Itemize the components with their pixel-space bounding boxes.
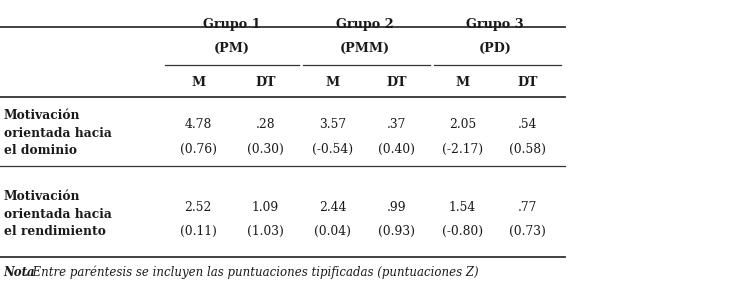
Text: (0.58): (0.58)	[509, 143, 546, 156]
Text: 1.54: 1.54	[449, 201, 476, 214]
Text: (0.40): (0.40)	[378, 143, 415, 156]
Text: (0.73): (0.73)	[509, 225, 546, 238]
Text: DT: DT	[517, 76, 538, 89]
Text: 2.44: 2.44	[319, 201, 346, 214]
Text: Grupo 2: Grupo 2	[336, 18, 394, 31]
Text: .37: .37	[387, 118, 406, 131]
Text: Motivación
orientada hacia
el dominio: Motivación orientada hacia el dominio	[4, 109, 111, 158]
Text: M: M	[326, 76, 340, 89]
Text: (-0.80): (-0.80)	[442, 225, 482, 238]
Text: 2.52: 2.52	[185, 201, 212, 214]
Text: 3.57: 3.57	[319, 118, 346, 131]
Text: 2.05: 2.05	[449, 118, 476, 131]
Text: (1.03): (1.03)	[247, 225, 284, 238]
Text: Motivación
orientada hacia
el rendimiento: Motivación orientada hacia el rendimient…	[4, 190, 111, 239]
Text: (PM): (PM)	[214, 42, 250, 55]
Text: (-0.54): (-0.54)	[313, 143, 353, 156]
Text: 4.78: 4.78	[185, 118, 212, 131]
Text: (PD): (PD)	[479, 42, 512, 55]
Text: .99: .99	[387, 201, 406, 214]
Text: .54: .54	[518, 118, 537, 131]
Text: .28: .28	[256, 118, 275, 131]
Text: .77: .77	[518, 201, 537, 214]
Text: Grupo 3: Grupo 3	[466, 18, 524, 31]
Text: DT: DT	[386, 76, 407, 89]
Text: (-2.17): (-2.17)	[442, 143, 482, 156]
Text: (0.11): (0.11)	[180, 225, 217, 238]
Text: (0.04): (0.04)	[314, 225, 352, 238]
Text: (0.30): (0.30)	[247, 143, 284, 156]
Text: M: M	[191, 76, 205, 89]
Text: . Entre paréntesis se incluyen las puntuaciones tipificadas (puntuaciones Z): . Entre paréntesis se incluyen las puntu…	[25, 265, 478, 279]
Text: M: M	[456, 76, 469, 89]
Text: DT: DT	[255, 76, 276, 89]
Text: Grupo 1: Grupo 1	[203, 18, 261, 31]
Text: (0.93): (0.93)	[378, 225, 415, 238]
Text: Nota: Nota	[4, 266, 35, 279]
Text: (0.76): (0.76)	[180, 143, 217, 156]
Text: 1.09: 1.09	[252, 201, 279, 214]
Text: (PMM): (PMM)	[340, 42, 390, 55]
